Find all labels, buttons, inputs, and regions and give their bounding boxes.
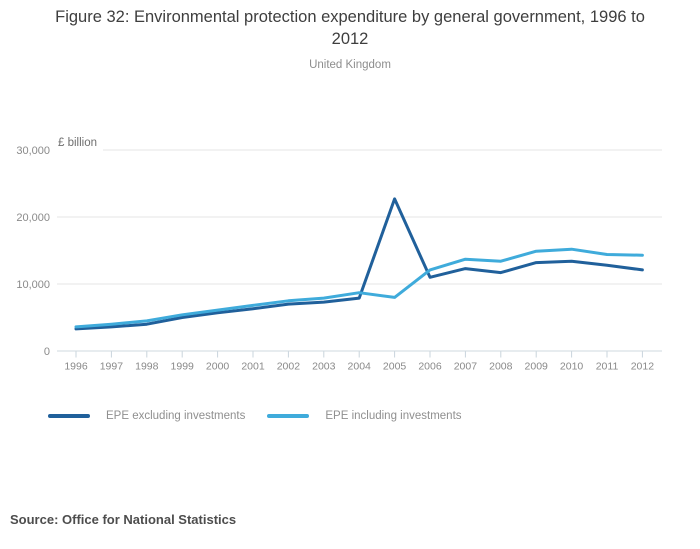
x-axis-tick-label: 2004: [348, 361, 372, 373]
x-axis-tick-label: 2000: [206, 361, 230, 373]
y-axis-tick-label: 10,000: [16, 279, 50, 291]
series-line-epe-including-investments: [74, 247, 644, 329]
x-axis-tick-label: 2008: [489, 361, 513, 373]
x-axis-tick-label: 2006: [418, 361, 442, 373]
x-axis-tick-label: 2001: [241, 361, 265, 373]
x-axis-tick-label: 2009: [525, 361, 549, 373]
y-axis-tick-label: 20,000: [16, 212, 50, 224]
x-axis-tick-label: 2005: [383, 361, 407, 373]
x-axis-tick-label: 1998: [135, 361, 159, 373]
chart-title: Figure 32: Environmental protection expe…: [55, 8, 645, 48]
x-axis-tick-label: 2002: [277, 361, 301, 373]
x-axis-tick-label: 1996: [64, 361, 88, 373]
x-axis-tick-label: 2010: [560, 361, 584, 373]
y-axis-tick-label: 0: [44, 346, 50, 358]
legend-label-epe-including-investments: EPE including investments: [325, 410, 462, 422]
series-line-epe-excluding-investments: [74, 197, 644, 331]
legend-swatch-epe-excluding-investments: [48, 414, 90, 418]
legend-item-epe-including-investments: EPE including investments: [267, 410, 462, 422]
source-attribution: Source: Office for National Statistics: [10, 512, 237, 527]
chart-subtitle: United Kingdom: [309, 59, 391, 71]
x-axis-tick-label: 1999: [171, 361, 195, 373]
legend-swatch-epe-including-investments: [267, 414, 310, 418]
legend: EPE excluding investments EPE including …: [48, 410, 462, 422]
y-axis-tick-label: 30,000: [16, 145, 50, 157]
x-axis-tick-label: 1997: [100, 361, 124, 373]
x-axis-tick-label: 2007: [454, 361, 478, 373]
x-axis-tick-label: 2003: [312, 361, 336, 373]
x-axis-tick-label: 2012: [631, 361, 655, 373]
legend-item-epe-excluding-investments: EPE excluding investments: [48, 410, 245, 422]
legend-label-epe-excluding-investments: EPE excluding investments: [106, 410, 246, 422]
y-axis-unit-label: £ billion: [58, 137, 97, 149]
x-axis-tick-label: 2011: [596, 361, 619, 373]
